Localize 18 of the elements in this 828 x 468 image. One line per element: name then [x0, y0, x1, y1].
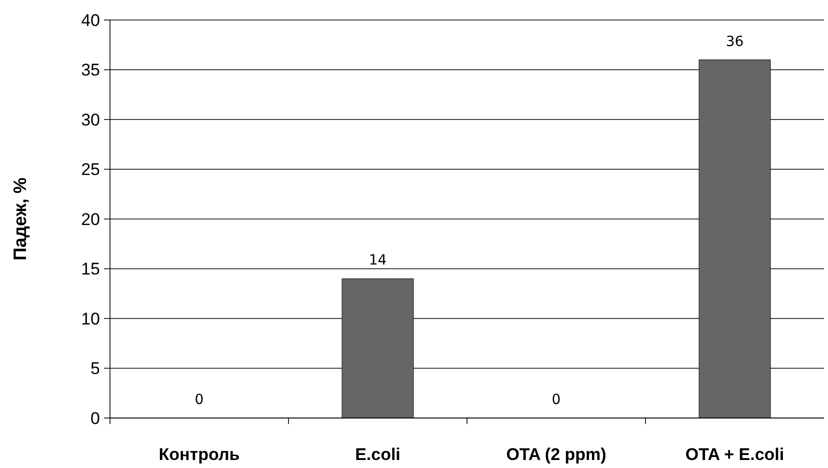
x-tick-label: OTA (2 ppm)	[506, 445, 606, 464]
y-tick-label: 0	[90, 408, 100, 428]
y-tick-label: 20	[81, 210, 100, 229]
y-tick-label: 25	[81, 160, 100, 180]
y-tick-label: 10	[81, 309, 100, 328]
data-label: 0	[552, 392, 561, 408]
x-tick-label: OTA + E.coli	[685, 445, 784, 464]
y-axis-title: Падеж, %	[10, 178, 30, 260]
x-tick-label: E.coli	[355, 445, 400, 464]
y-tick-label: 5	[90, 359, 100, 378]
y-tick-label: 15	[81, 260, 100, 279]
y-tick-label: 35	[81, 60, 100, 80]
x-tick-label: Контроль	[158, 445, 240, 464]
data-label: 14	[368, 252, 387, 269]
y-tick-label: 30	[81, 110, 100, 130]
data-label: 0	[194, 392, 204, 408]
data-label: 36	[726, 34, 744, 50]
y-tick-label: 40	[81, 10, 100, 30]
